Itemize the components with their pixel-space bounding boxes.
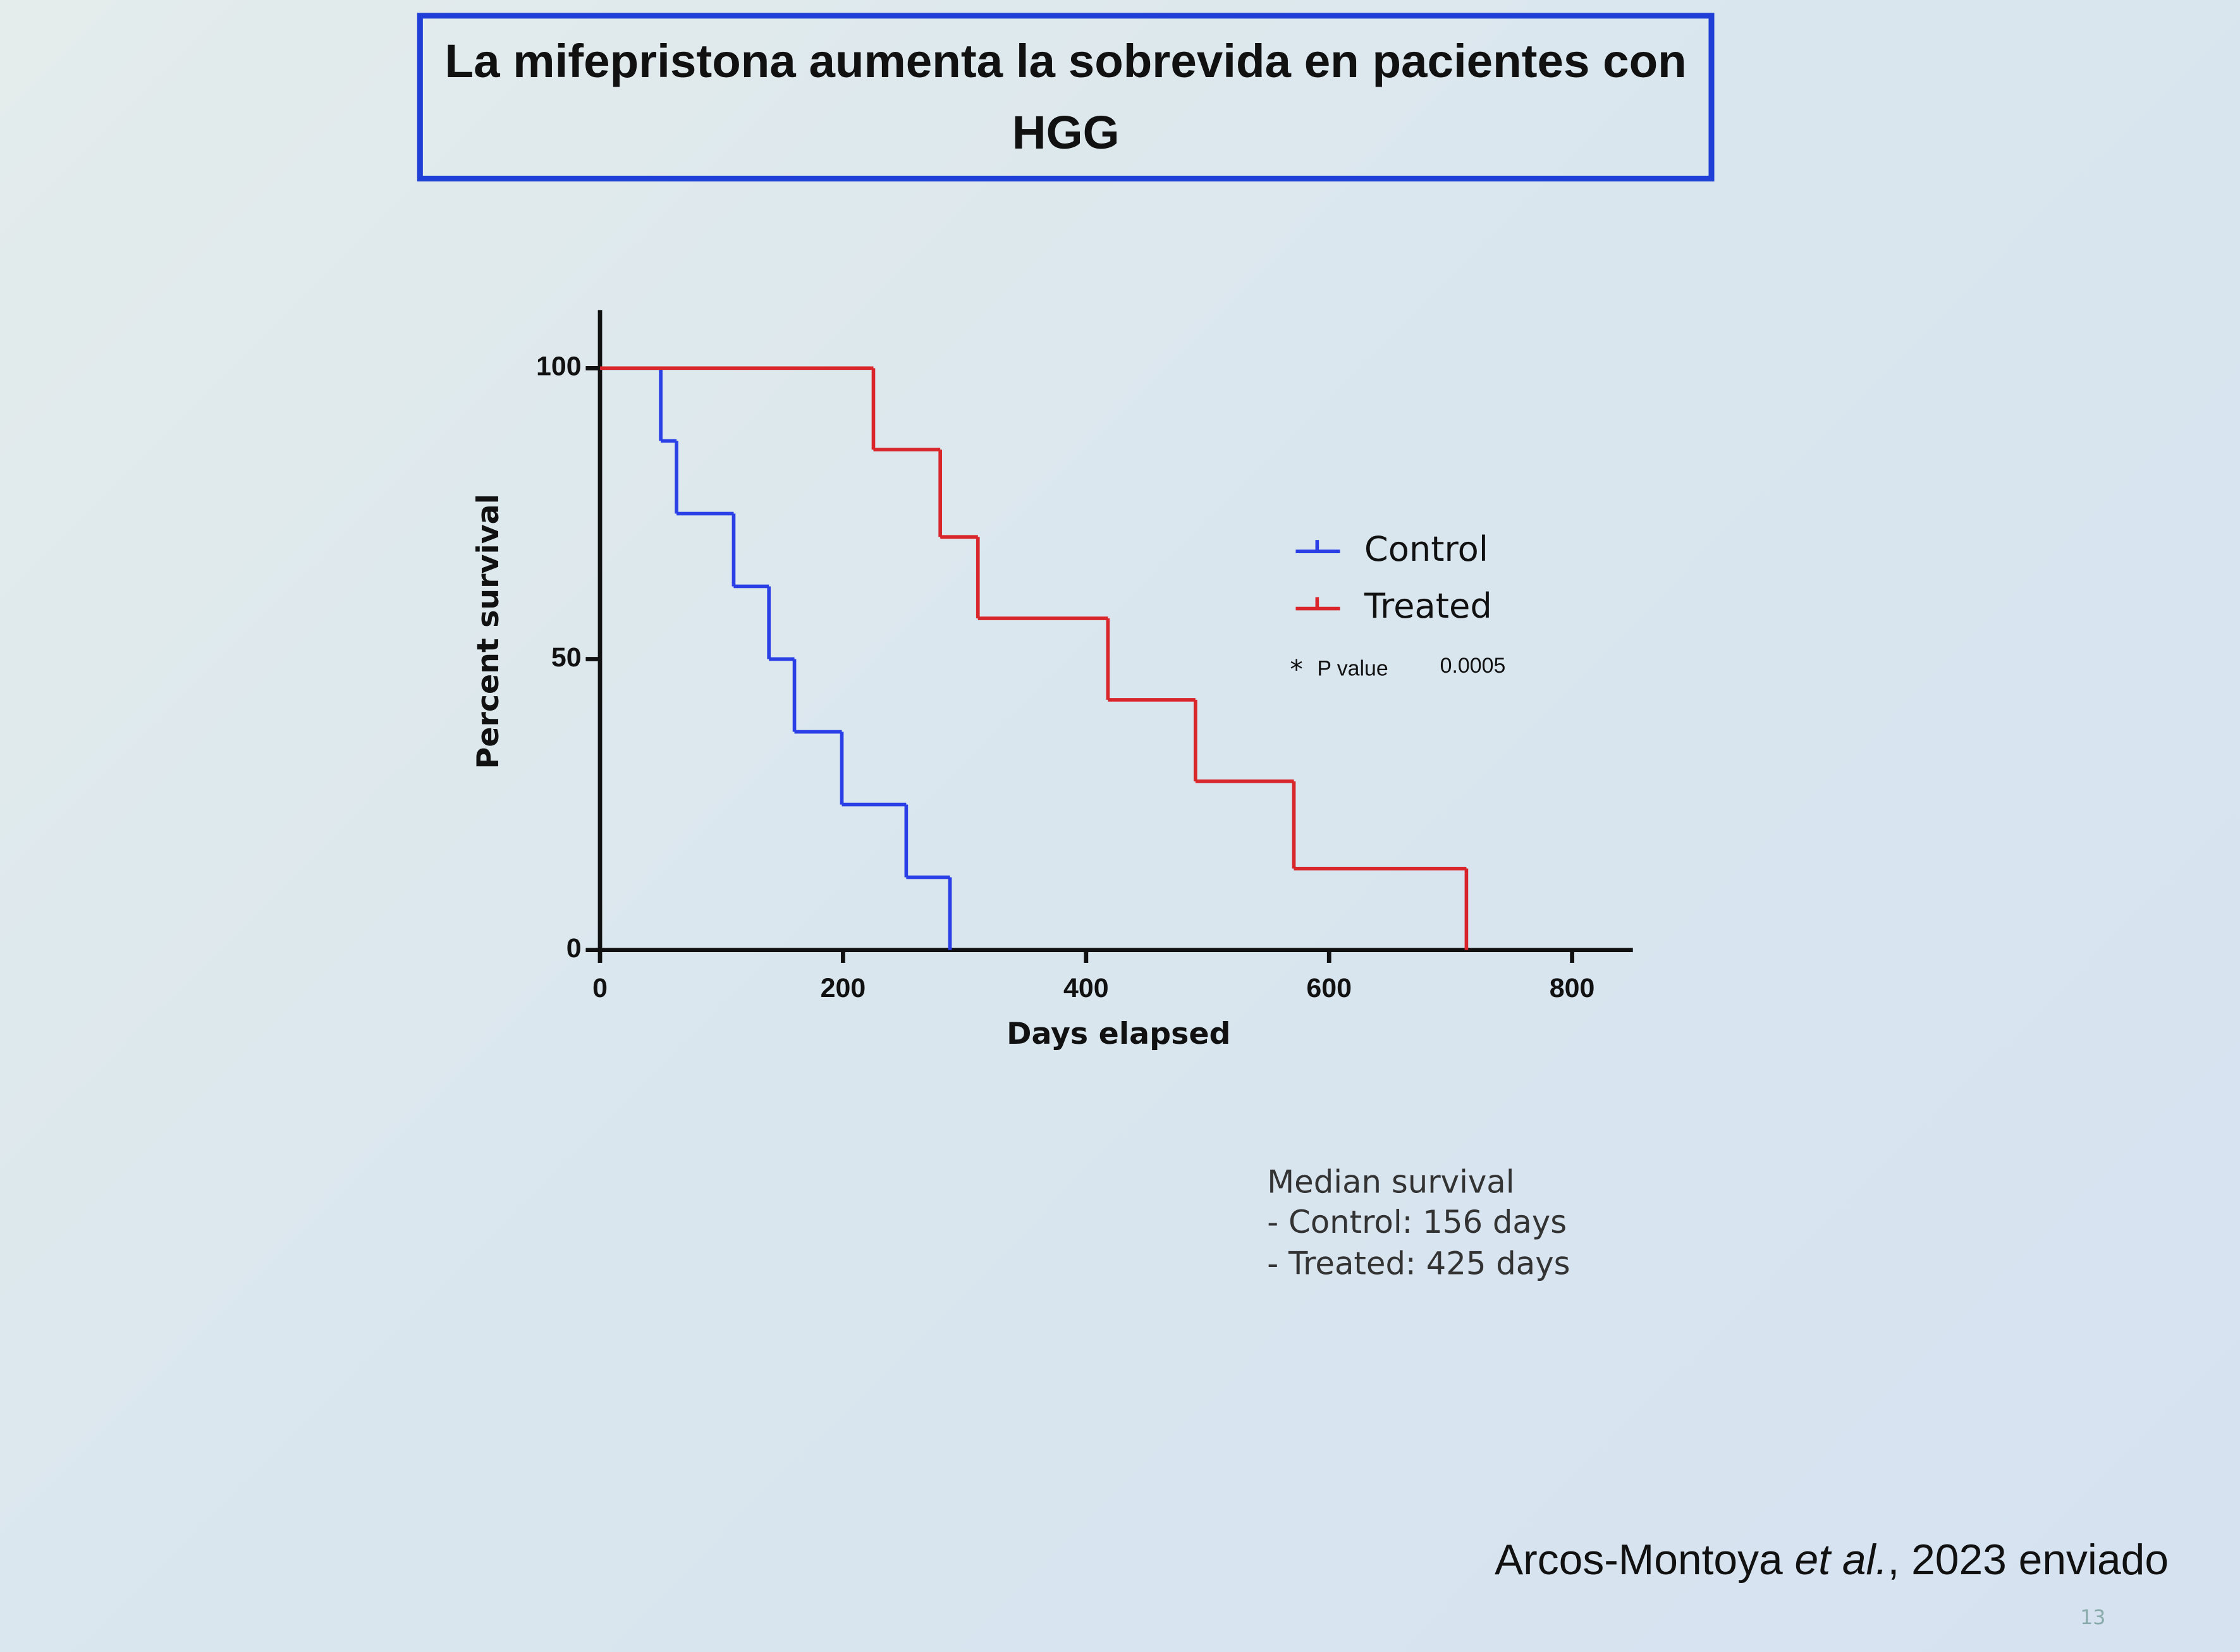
x-axis-label: Days elapsed (1007, 1017, 1230, 1051)
x-tick-label: 200 (821, 973, 866, 1003)
legend-label: Treated (1364, 586, 1492, 626)
asterisk: * (1290, 654, 1302, 685)
annotation-value: 0.0005 (1440, 654, 1506, 678)
chart-title: La mifepristona aumenta la sobrevida en … (444, 34, 1687, 159)
y-tick-label: 100 (536, 352, 582, 382)
median-line: - Control: 156 days (1267, 1204, 1567, 1240)
y-axis-label: Percent survival (471, 494, 506, 769)
title-box: La mifepristona aumenta la sobrevida en … (417, 13, 1715, 181)
median-title: Median survival (1267, 1164, 1514, 1201)
page-number: 13 (2080, 1606, 2105, 1629)
y-tick-label: 50 (551, 642, 582, 673)
x-tick-label: 600 (1306, 973, 1352, 1003)
citation-etal: et al. (1795, 1536, 1888, 1584)
citation-rest: , 2023 enviado (1887, 1536, 2169, 1584)
annotation-label: P value (1317, 657, 1388, 681)
y-tick-label: 0 (566, 933, 582, 964)
x-tick-label: 400 (1063, 973, 1109, 1003)
citation: Arcos-Montoya et al., 2023 enviado (1495, 1536, 2169, 1584)
citation-author: Arcos-Montoya (1495, 1536, 1795, 1584)
legend-label: Control (1364, 529, 1488, 569)
x-tick-label: 0 (592, 973, 608, 1003)
median-line: - Treated: 425 days (1267, 1245, 1570, 1282)
x-tick-label: 800 (1550, 973, 1595, 1003)
